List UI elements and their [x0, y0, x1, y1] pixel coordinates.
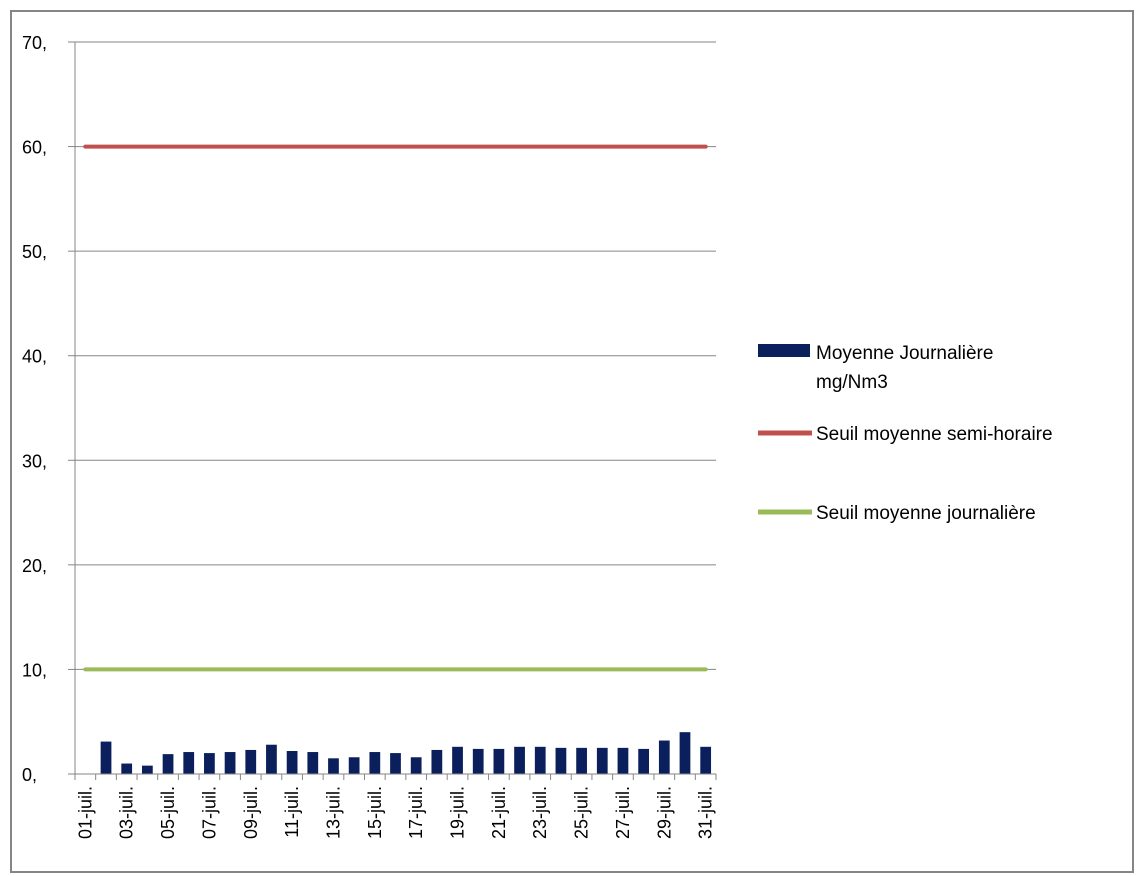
legend-swatch-daily-average — [758, 344, 810, 357]
bar-daily-average — [348, 757, 360, 774]
bar-daily-average — [679, 732, 691, 774]
y-tick-label: 30, — [22, 451, 47, 471]
bar-daily-average — [328, 758, 339, 774]
bar-daily-average — [431, 749, 443, 774]
bar-daily-average — [493, 748, 505, 774]
y-tick-label: 20, — [22, 556, 47, 576]
bar-daily-average — [390, 753, 401, 774]
bar-daily-average — [555, 747, 567, 774]
x-tick-label: 09-juil. — [241, 786, 261, 839]
y-tick-label: 40, — [22, 347, 47, 367]
bars-layer — [100, 732, 712, 774]
bar-daily-average — [162, 754, 174, 774]
x-tick-label: 21-juil. — [489, 786, 509, 839]
x-tick-label: 29-juil. — [654, 786, 674, 839]
bar-daily-average — [700, 746, 712, 774]
x-tick-label: 15-juil. — [365, 786, 385, 839]
bar-daily-average — [204, 753, 215, 774]
bar-daily-average — [307, 752, 319, 774]
bar-daily-average — [224, 752, 236, 774]
x-tick-label: 27-juil. — [613, 786, 633, 839]
x-tick-label: 11-juil. — [282, 786, 302, 838]
x-tick-label: 31-juil. — [696, 786, 716, 839]
bar-daily-average — [576, 747, 587, 774]
chart-frame — [10, 10, 1134, 873]
x-tick-label: 03-juil. — [117, 786, 137, 839]
x-tick-label: 13-juil. — [323, 786, 343, 839]
bar-daily-average — [121, 763, 133, 774]
bar-daily-average — [141, 765, 153, 774]
bar-daily-average — [369, 752, 381, 774]
y-tick-label: 10, — [22, 660, 47, 680]
grid-layer — [75, 41, 716, 670]
bar-daily-average — [658, 740, 670, 774]
bar-daily-average — [534, 746, 546, 774]
x-tick-label: 23-juil. — [530, 786, 550, 839]
bar-daily-average — [638, 748, 650, 774]
bar-daily-average — [100, 741, 112, 774]
bar-daily-average — [514, 746, 525, 774]
x-tick-label: 07-juil. — [199, 786, 219, 839]
bar-daily-average — [183, 752, 195, 774]
bar-daily-average — [452, 746, 463, 774]
bar-daily-average — [266, 744, 277, 774]
legend-label-daily-average-line1: Moyenne Journalière — [816, 343, 993, 364]
y-tick-label: 50, — [22, 242, 47, 262]
y-tick-label: 60, — [22, 138, 47, 158]
y-tick-label: 0, — [22, 765, 37, 785]
x-tick-label: 01-juil. — [75, 786, 95, 839]
x-tick-label: 25-juil. — [572, 786, 592, 839]
axis-layer: 0, 10, 20, 30, 40, 50, 60, 70, 01-juil. 03-juil. 0… — [22, 33, 717, 839]
legend-label-half-hourly-threshold: Seuil moyenne semi-horaire — [816, 424, 1053, 445]
x-tick-label: 19-juil. — [448, 786, 468, 839]
legend-label-daily-threshold: Seuil moyenne journalière — [816, 503, 1036, 524]
bar-daily-average — [245, 749, 257, 774]
legend-layer: Moyenne Journalière mg/Nm3 Seuil moyenne… — [758, 343, 1053, 524]
bar-daily-average — [617, 747, 629, 774]
y-tick-label: 70, — [22, 33, 47, 53]
legend-label-daily-average-line2: mg/Nm3 — [816, 372, 888, 393]
x-tick-label: 17-juil. — [406, 786, 426, 839]
bar-daily-average — [596, 747, 608, 774]
lines-layer — [83, 144, 708, 672]
bar-daily-average — [472, 748, 484, 774]
bar-daily-average — [286, 750, 298, 774]
bar-daily-average — [410, 757, 422, 774]
x-tick-label: 05-juil. — [158, 786, 178, 839]
